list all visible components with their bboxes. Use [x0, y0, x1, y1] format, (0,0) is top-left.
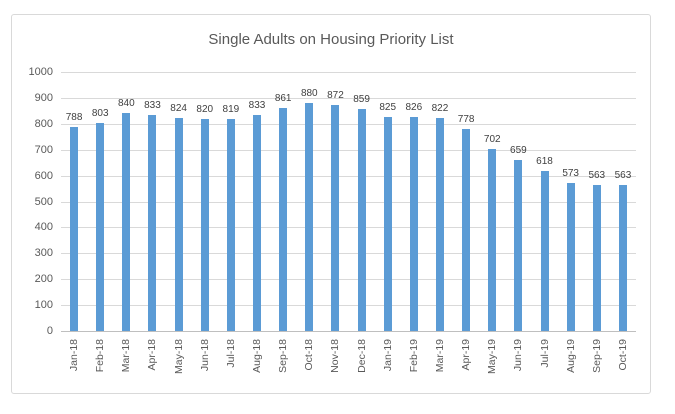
chart-frame: Single Adults on Housing Priority List 7… — [11, 14, 651, 394]
x-axis-tick-label: Mar-18 — [120, 339, 133, 373]
bar — [148, 115, 157, 331]
bar-value-label: 833 — [248, 100, 266, 112]
x-axis-tick-label: Dec-18 — [355, 339, 368, 373]
bar-value-label: 861 — [274, 93, 292, 104]
bar — [383, 117, 392, 331]
bar — [305, 103, 314, 331]
bar-value-label: 833 — [144, 100, 161, 112]
x-axis-tick-label: Feb-19 — [407, 339, 420, 373]
y-axis-tick-label: 0 — [46, 325, 53, 337]
bar — [462, 129, 471, 331]
gridline — [61, 201, 636, 203]
bar-value-label: 573 — [562, 167, 579, 179]
gridline — [61, 149, 636, 151]
bar-value-label: 880 — [300, 88, 318, 100]
x-axis-tick-label: Jun-19 — [512, 339, 525, 372]
bar-value-label: 819 — [222, 103, 240, 115]
bar — [409, 117, 418, 331]
bar — [174, 117, 183, 331]
bar-value-label: 563 — [614, 170, 632, 182]
y-axis-tick-label: 400 — [34, 221, 53, 234]
gridline — [61, 97, 636, 99]
bar-value-label: 659 — [510, 145, 527, 157]
x-axis-tick-label: May-18 — [172, 339, 185, 375]
x-axis-tick-label: Oct-19 — [616, 339, 629, 371]
x-axis-tick-label: Aug-19 — [564, 339, 577, 373]
bar — [435, 118, 444, 331]
bar-value-label: 702 — [483, 134, 501, 146]
bar — [226, 118, 235, 331]
bar — [488, 149, 497, 331]
bar-value-label: 618 — [536, 155, 553, 167]
gridline — [61, 175, 636, 177]
bar-value-label: 803 — [91, 108, 109, 120]
bar — [96, 123, 105, 331]
gridline — [61, 279, 636, 281]
chart-title: Single Adults on Housing Priority List — [208, 31, 454, 48]
x-axis-tick-label: Mar-19 — [433, 339, 446, 373]
x-axis-tick-label: Apr-18 — [146, 339, 159, 371]
gridline — [61, 305, 636, 307]
y-axis-tick-label: 600 — [34, 169, 53, 182]
gridline — [61, 331, 636, 332]
gridline — [61, 253, 636, 255]
x-axis-tick-label: Jan-19 — [381, 339, 394, 372]
x-axis-tick-label: Nov-18 — [329, 339, 342, 373]
x-axis-tick-label: Sep-19 — [590, 339, 603, 373]
y-axis-tick-label: 300 — [34, 247, 53, 260]
x-axis-tick-label: Oct-18 — [303, 339, 316, 371]
y-axis-tick-label: 700 — [34, 143, 53, 156]
bar — [618, 185, 627, 331]
y-axis-tick-label: 100 — [34, 299, 53, 312]
plot-area: 788 803 840 833 824 820 819 833 861 880 872 859 825 8… — [61, 72, 636, 332]
bar-value-label: 778 — [457, 114, 475, 126]
bar — [122, 113, 131, 331]
y-axis-tick-label: 200 — [34, 273, 53, 286]
bar — [253, 115, 262, 331]
bar-value-label: 859 — [353, 93, 370, 105]
bar — [540, 170, 549, 331]
bar-value-label: 840 — [117, 98, 135, 110]
bar — [200, 118, 209, 331]
bar — [357, 108, 366, 331]
bar — [331, 105, 340, 331]
x-axis-tick-label: Jun-18 — [198, 339, 211, 372]
y-axis-tick-label: 900 — [34, 91, 53, 104]
bar — [279, 108, 288, 331]
bar-value-label: 820 — [196, 103, 214, 115]
bar-value-label: 826 — [405, 102, 423, 114]
x-axis-tick-label: Aug-18 — [251, 339, 264, 373]
bar-value-label: 825 — [379, 102, 397, 114]
bar-value-label: 872 — [327, 90, 344, 102]
y-axis-tick-label: 500 — [34, 195, 53, 208]
gridline — [61, 72, 636, 73]
bar-value-label: 563 — [588, 170, 606, 182]
bar-value-label: 824 — [170, 102, 187, 114]
x-axis-tick-label: Feb-18 — [94, 339, 107, 373]
bar — [514, 160, 523, 331]
y-axis-tick-label: 800 — [34, 117, 53, 130]
x-axis-tick-label: Apr-19 — [460, 339, 473, 371]
x-axis-tick-label: Sep-18 — [277, 339, 290, 373]
x-axis-tick-label: Jul-19 — [538, 339, 551, 368]
gridline — [61, 123, 636, 125]
bar — [566, 182, 575, 331]
y-axis-tick-label: 1000 — [28, 66, 53, 78]
bar — [592, 185, 601, 331]
bar-value-label: 822 — [431, 103, 449, 115]
x-axis-tick-label: Jan-18 — [68, 339, 81, 372]
x-axis-tick-label: Jul-18 — [224, 339, 237, 368]
bar — [70, 126, 79, 331]
bar-value-label: 788 — [65, 111, 83, 123]
gridline — [61, 227, 636, 229]
x-axis-tick-label: May-19 — [486, 339, 499, 375]
